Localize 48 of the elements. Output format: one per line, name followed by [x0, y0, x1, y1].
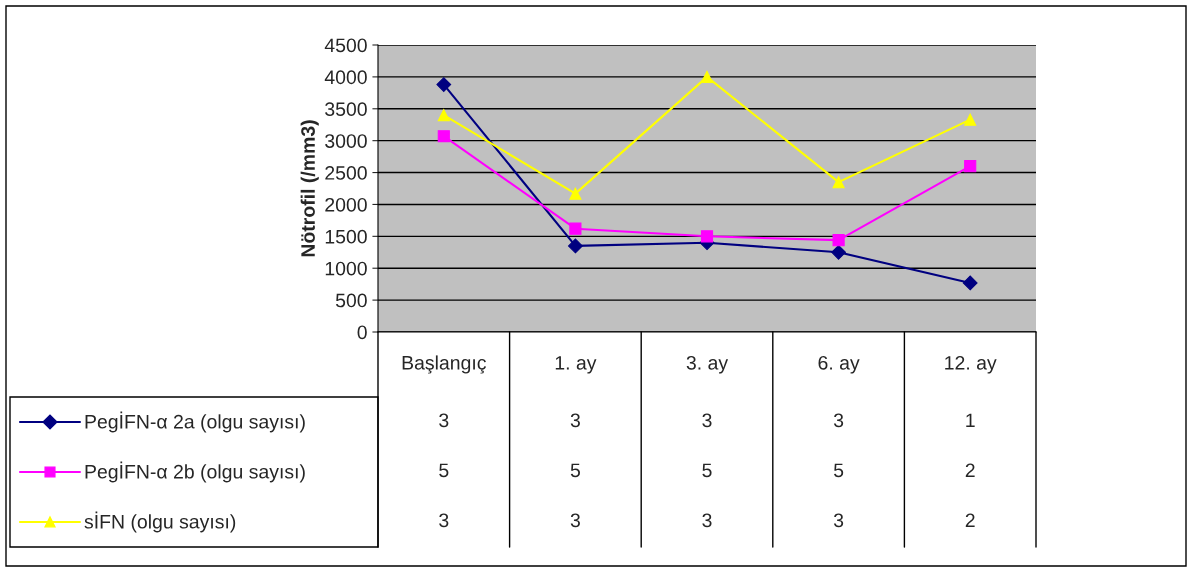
point	[568, 238, 583, 254]
point	[700, 230, 714, 243]
text: 3	[833, 413, 844, 428]
point	[962, 275, 978, 291]
y-tick-label: 500	[335, 293, 367, 308]
point	[832, 176, 845, 189]
y-tick-label: 3000	[325, 134, 367, 148]
x-tick-label: 6. ay	[818, 355, 860, 374]
point	[569, 222, 582, 235]
text: 3	[702, 513, 712, 528]
y-tick-label: 4500	[324, 38, 367, 53]
y-tick-label: 2000	[325, 197, 367, 212]
text: 5	[570, 463, 580, 478]
text: 2	[965, 463, 975, 478]
x-tick-label: 12. ay	[945, 355, 997, 374]
text: 1	[966, 413, 975, 428]
y-axis-title: Nötrofil (/mm3)	[300, 120, 319, 257]
text: 5	[702, 463, 712, 478]
x-tick-label: Başlangıç	[402, 355, 486, 374]
text: 2	[965, 513, 975, 528]
text: 3	[439, 513, 449, 528]
text: 3	[702, 413, 712, 428]
text: 3	[570, 413, 580, 428]
x-tick-label: 3. ay	[686, 355, 729, 374]
x-tick-label: 1. ay	[555, 356, 597, 374]
y-tick-label: 1000	[325, 261, 367, 276]
point	[832, 234, 845, 247]
legend-label: sİFN (olgu sayısı)	[84, 511, 236, 533]
y-tick-label: 1500	[325, 229, 367, 244]
text: 5	[439, 463, 449, 478]
point	[831, 244, 846, 260]
point	[700, 70, 714, 83]
y-tick-label: 2500	[325, 166, 367, 180]
point	[964, 113, 977, 126]
point	[436, 77, 452, 92]
y-tick-label: 4000	[324, 70, 367, 85]
point	[437, 109, 450, 122]
point	[569, 187, 582, 200]
text: 3	[439, 413, 449, 428]
text: 5	[833, 463, 844, 478]
text: 3	[833, 513, 844, 528]
point	[964, 160, 977, 173]
legend-label: PegİFN-α 2b (olgu sayısı)	[85, 461, 305, 483]
legend-label: PegİFN-α 2a (olgu sayısı)	[85, 411, 305, 433]
y-tick-label: 3500	[325, 102, 367, 117]
y-tick-label: 0	[357, 325, 367, 340]
point	[437, 130, 450, 143]
text: 3	[570, 513, 580, 528]
